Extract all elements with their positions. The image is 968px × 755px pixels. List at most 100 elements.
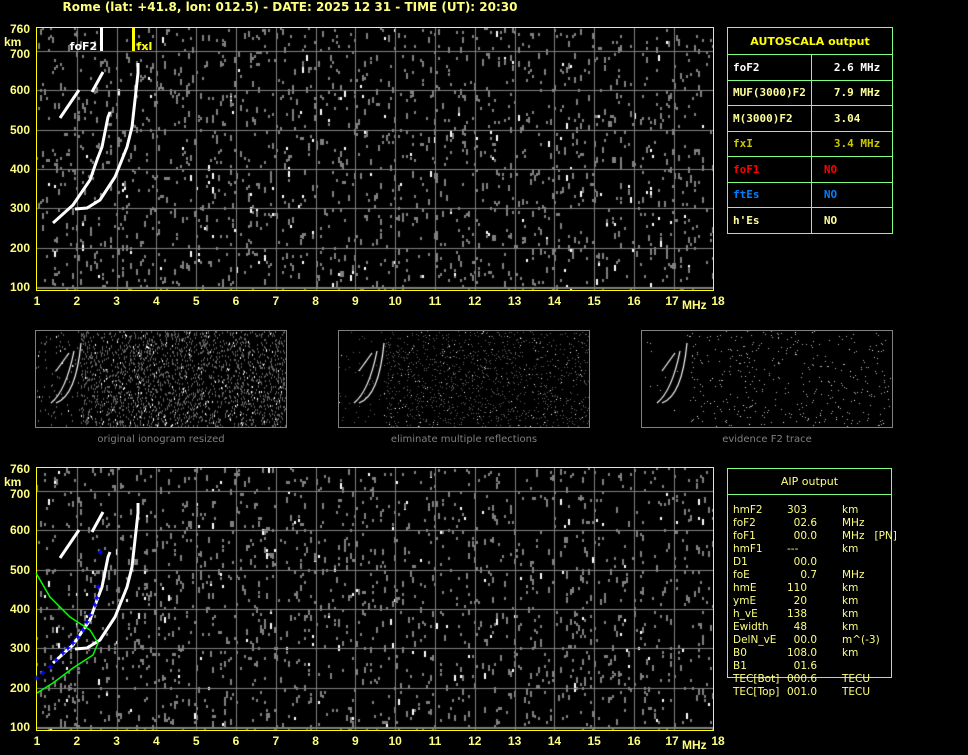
aip-output-rows: hmF2 303 km foF2 02.6 MHz foF1 00.0 MHz [PN] hm… <box>733 504 897 699</box>
y-tick-label: 100 <box>9 720 30 734</box>
y-axis-unit: km <box>4 474 22 489</box>
x-tick-label: 16 <box>627 294 641 308</box>
param-value: 110 <box>787 582 808 594</box>
thumbnail-image <box>36 331 286 427</box>
aip-row: D1 00.0 <box>733 556 897 569</box>
param-name: h_vE <box>733 608 758 620</box>
y-tick-label: 200 <box>9 680 30 695</box>
profile-point <box>60 650 66 656</box>
param-name: foF1 <box>727 156 812 183</box>
param-name: TEC[Top] <box>733 686 780 698</box>
x-tick-label: 11 <box>428 294 442 308</box>
param-name: foF2 <box>733 517 756 529</box>
param-value: 000.6 <box>787 673 818 685</box>
param-name: foF2 <box>727 54 812 81</box>
param-unit: km <box>842 647 859 659</box>
param-value: 20 <box>787 595 808 607</box>
param-value: NO <box>810 207 894 234</box>
electron-density-profile <box>35 572 99 694</box>
multiple-trace <box>58 89 81 119</box>
x-tick-label: 4 <box>153 734 160 748</box>
thumbnail-eliminate-multiple <box>338 330 590 428</box>
param-value: 7.9 MHz <box>810 79 894 106</box>
param-name: B0 <box>733 647 747 659</box>
param-name: foF1 <box>733 530 756 542</box>
trace-overlay <box>34 503 140 694</box>
x-tick-label: 3 <box>113 294 120 308</box>
param-value: 3.04 <box>810 105 894 132</box>
autoscala-row: h'Es NO <box>727 207 894 234</box>
x-tick-label: 5 <box>192 294 200 308</box>
o-trace <box>51 111 112 225</box>
param-value: 00.0 <box>787 634 818 646</box>
param-unit: km <box>842 504 859 516</box>
param-value: 3.4 MHz <box>810 130 894 157</box>
param-value: 00.0 <box>787 530 818 542</box>
y-tick-label: 760 <box>9 462 30 476</box>
autoscala-row: MUF(3000)F2 7.9 MHz <box>727 79 894 106</box>
profile-point <box>70 640 76 646</box>
y-tick-label: 600 <box>9 523 30 538</box>
autoscala-row: M(3000)F2 3.04 <box>727 105 894 132</box>
thumbnail-label: eliminate multiple reflections <box>390 434 538 445</box>
x-tick-label: 2 <box>73 734 81 748</box>
aip-row: h_vE 138 km <box>733 608 897 621</box>
profile-point <box>80 627 86 633</box>
x-tick-label: 9 <box>352 734 359 748</box>
profile-point <box>97 549 103 555</box>
x-axis-unit: MHz <box>682 298 707 312</box>
param-unit: MHz [PN] <box>842 530 897 542</box>
x-tick-label: 10 <box>388 294 402 308</box>
param-unit: km <box>842 582 859 594</box>
profile-point <box>34 675 40 681</box>
param-name: ftEs <box>727 181 812 208</box>
aip-row: B1 01.6 <box>733 660 897 673</box>
param-name: ymE <box>733 595 757 607</box>
param-name: DelN_vE <box>733 634 777 646</box>
x-tick-label: 8 <box>312 294 319 308</box>
param-name: h'Es <box>727 207 812 234</box>
x-tick-label: 3 <box>113 734 120 748</box>
aip-title: AIP output <box>728 469 891 495</box>
param-name: D1 <box>733 556 748 568</box>
ionogram-echo-image <box>36 27 714 291</box>
marker-line-fof2 <box>99 27 103 51</box>
aip-row: B0 108.0 km <box>733 647 897 660</box>
thumbnail-label: original ionogram resized <box>97 434 225 445</box>
autoscala-row: ftEs NO <box>727 181 894 208</box>
param-value: 2.6 MHz <box>810 54 894 81</box>
thumbnail-label: evidence F2 trace <box>722 434 812 445</box>
x-trace <box>74 63 140 211</box>
param-name: TEC[Bot] <box>733 673 780 685</box>
param-value: 48 <box>787 621 808 633</box>
x-tick-label: 11 <box>428 734 442 748</box>
aip-row: TEC[Top] 001.0 TECU <box>733 686 897 699</box>
thumbnail-image <box>339 331 589 427</box>
profile-point <box>40 670 46 676</box>
x-tick-label: 10 <box>388 734 402 748</box>
autoscala-row: foF1 NO <box>727 156 894 183</box>
param-name: B1 <box>733 660 747 672</box>
param-value: 00.0 <box>787 556 818 568</box>
aip-row: DelN_vE 00.0 m^(-3) <box>733 634 897 647</box>
ionogram-echo-image <box>36 467 714 731</box>
aip-row: ymE 20 km <box>733 595 897 608</box>
y-tick-label: 300 <box>9 641 30 656</box>
x-tick-label: 9 <box>352 294 359 308</box>
x-tick-label: 8 <box>312 734 319 748</box>
aip-row: Ewidth 48 km <box>733 621 897 634</box>
profile-point <box>84 619 90 625</box>
aip-row: foE 0.7 MHz <box>733 569 897 582</box>
y-tick-label: 700 <box>9 487 30 501</box>
x-tick-label: 17 <box>665 294 679 308</box>
y-tick-label: 500 <box>9 122 30 137</box>
aip-row: foF1 00.0 MHz [PN] <box>733 530 897 543</box>
x-tick-label: 12 <box>468 294 482 308</box>
x-tick-label: 7 <box>272 734 280 748</box>
profile-point <box>75 634 81 640</box>
profile-point <box>47 664 53 670</box>
y-tick-label: 200 <box>9 240 30 255</box>
param-name: hmF2 <box>733 504 763 516</box>
multiple-trace <box>90 511 105 533</box>
param-value: 303 <box>787 504 808 516</box>
